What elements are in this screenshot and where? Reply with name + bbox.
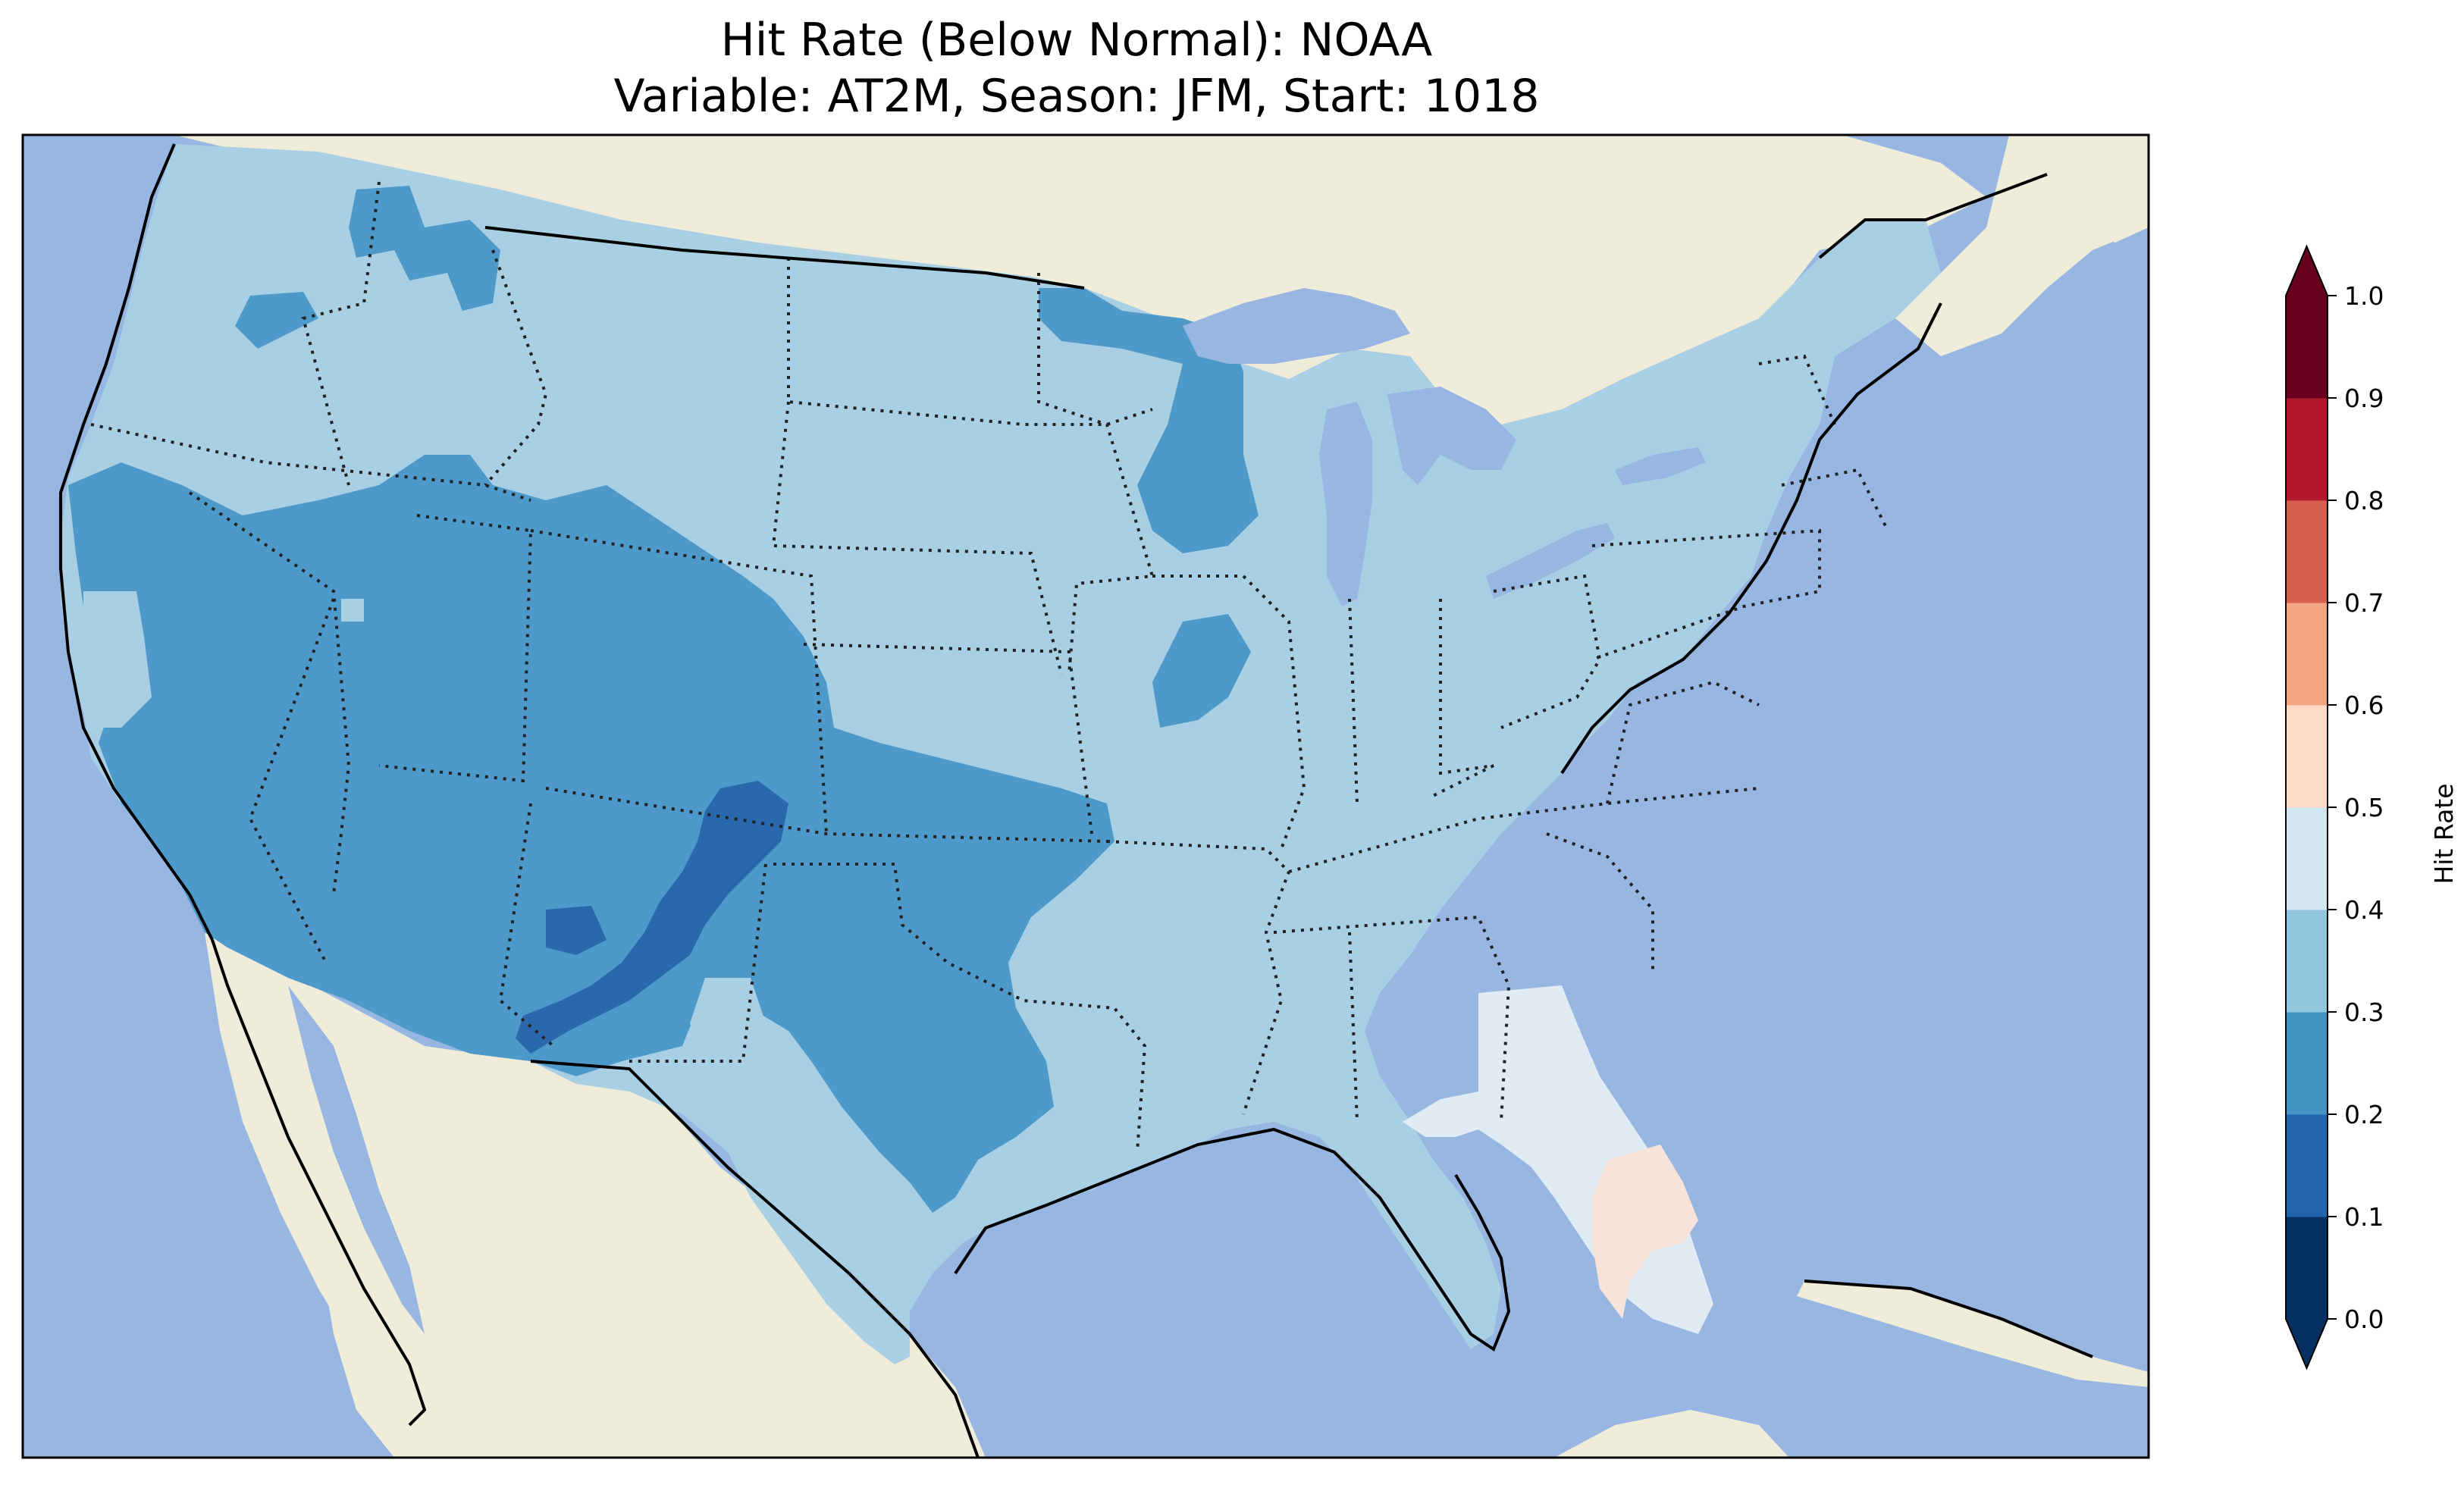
lake-ontario <box>1615 447 1706 485</box>
hit-0.3-0.4-ca-coast <box>83 591 152 728</box>
hit-0.5-0.6-florida <box>1592 1145 1698 1319</box>
colorbar-segment <box>2286 500 2328 603</box>
hit-0.2-0.3-idaho <box>349 186 500 311</box>
colorbar-tick-label: 0.8 <box>2344 486 2384 515</box>
baja-land <box>205 932 425 1410</box>
hit-0.1-0.2-nm-west <box>546 906 607 955</box>
hit-0.3-0.4-nv-speck <box>341 599 364 622</box>
chart-title: Hit Rate (Below Normal): NOAA <box>720 14 1433 67</box>
colorbar-segment <box>2286 910 2328 1013</box>
hit-0.2-0.3-oregon <box>235 292 318 349</box>
lake-superior <box>1183 288 1410 364</box>
colorbar-tick-label: 0.3 <box>2344 998 2384 1027</box>
colorbar-segment <box>2286 603 2328 706</box>
colorbar-segment <box>2286 296 2328 399</box>
yucatan-land <box>1554 1410 1789 1458</box>
mexico-land <box>205 932 986 1458</box>
state-borders <box>90 181 1889 1153</box>
lake-huron <box>1387 387 1516 485</box>
colorbar-segment <box>2286 807 2328 910</box>
colorbar-segments <box>2285 244 2328 1370</box>
map-frame <box>21 133 2150 1459</box>
colorbar-extend-max <box>2286 246 2328 296</box>
colorbar-tick-label: 0.5 <box>2344 793 2384 822</box>
colorbar-tick-label: 1.0 <box>2344 281 2384 311</box>
colorbar-tick-label: 0.0 <box>2344 1305 2384 1334</box>
coastlines <box>59 143 2093 1458</box>
colorbar-segment <box>2286 398 2328 501</box>
colorbar-tick-label: 0.4 <box>2344 895 2384 925</box>
colorbar-segment <box>2286 1012 2328 1115</box>
gulf-of-california <box>288 985 425 1334</box>
hit-0.3-0.4-nm-patch <box>690 978 766 1061</box>
colorbar-extend-min <box>2286 1319 2328 1368</box>
lake-erie <box>1486 523 1615 599</box>
hit-0.1-0.2-new-mexico <box>516 781 788 1054</box>
colorbar-ticks: 0.0 0.1 0.2 0.3 0.4 0.5 0.6 0.7 0.8 0.9 1.0 <box>2328 281 2384 1334</box>
colorbar-tick-label: 0.9 <box>2344 384 2384 413</box>
colorbar-tick-label: 0.1 <box>2344 1202 2384 1232</box>
chart-subtitle: Variable: AT2M, Season: JFM, Start: 1018 <box>613 70 1540 123</box>
colorbar-tick-label: 0.2 <box>2344 1100 2384 1129</box>
colorbar-segment <box>2286 1217 2328 1320</box>
newfoundland-land <box>2047 152 2149 243</box>
colorbar-tick-label: 0.6 <box>2344 691 2384 720</box>
colorbar-label: Hit Rate <box>2429 783 2459 884</box>
cuba-land <box>1797 1281 2149 1387</box>
colorbar-tick-label: 0.7 <box>2344 588 2384 618</box>
hit-0.2-0.3-iowa <box>1152 614 1251 728</box>
colorbar-segment <box>2286 1114 2328 1217</box>
hit-0.2-0.3-southwest <box>68 455 1114 1213</box>
colorbar-segment <box>2286 705 2328 808</box>
lake-michigan <box>1319 402 1372 606</box>
